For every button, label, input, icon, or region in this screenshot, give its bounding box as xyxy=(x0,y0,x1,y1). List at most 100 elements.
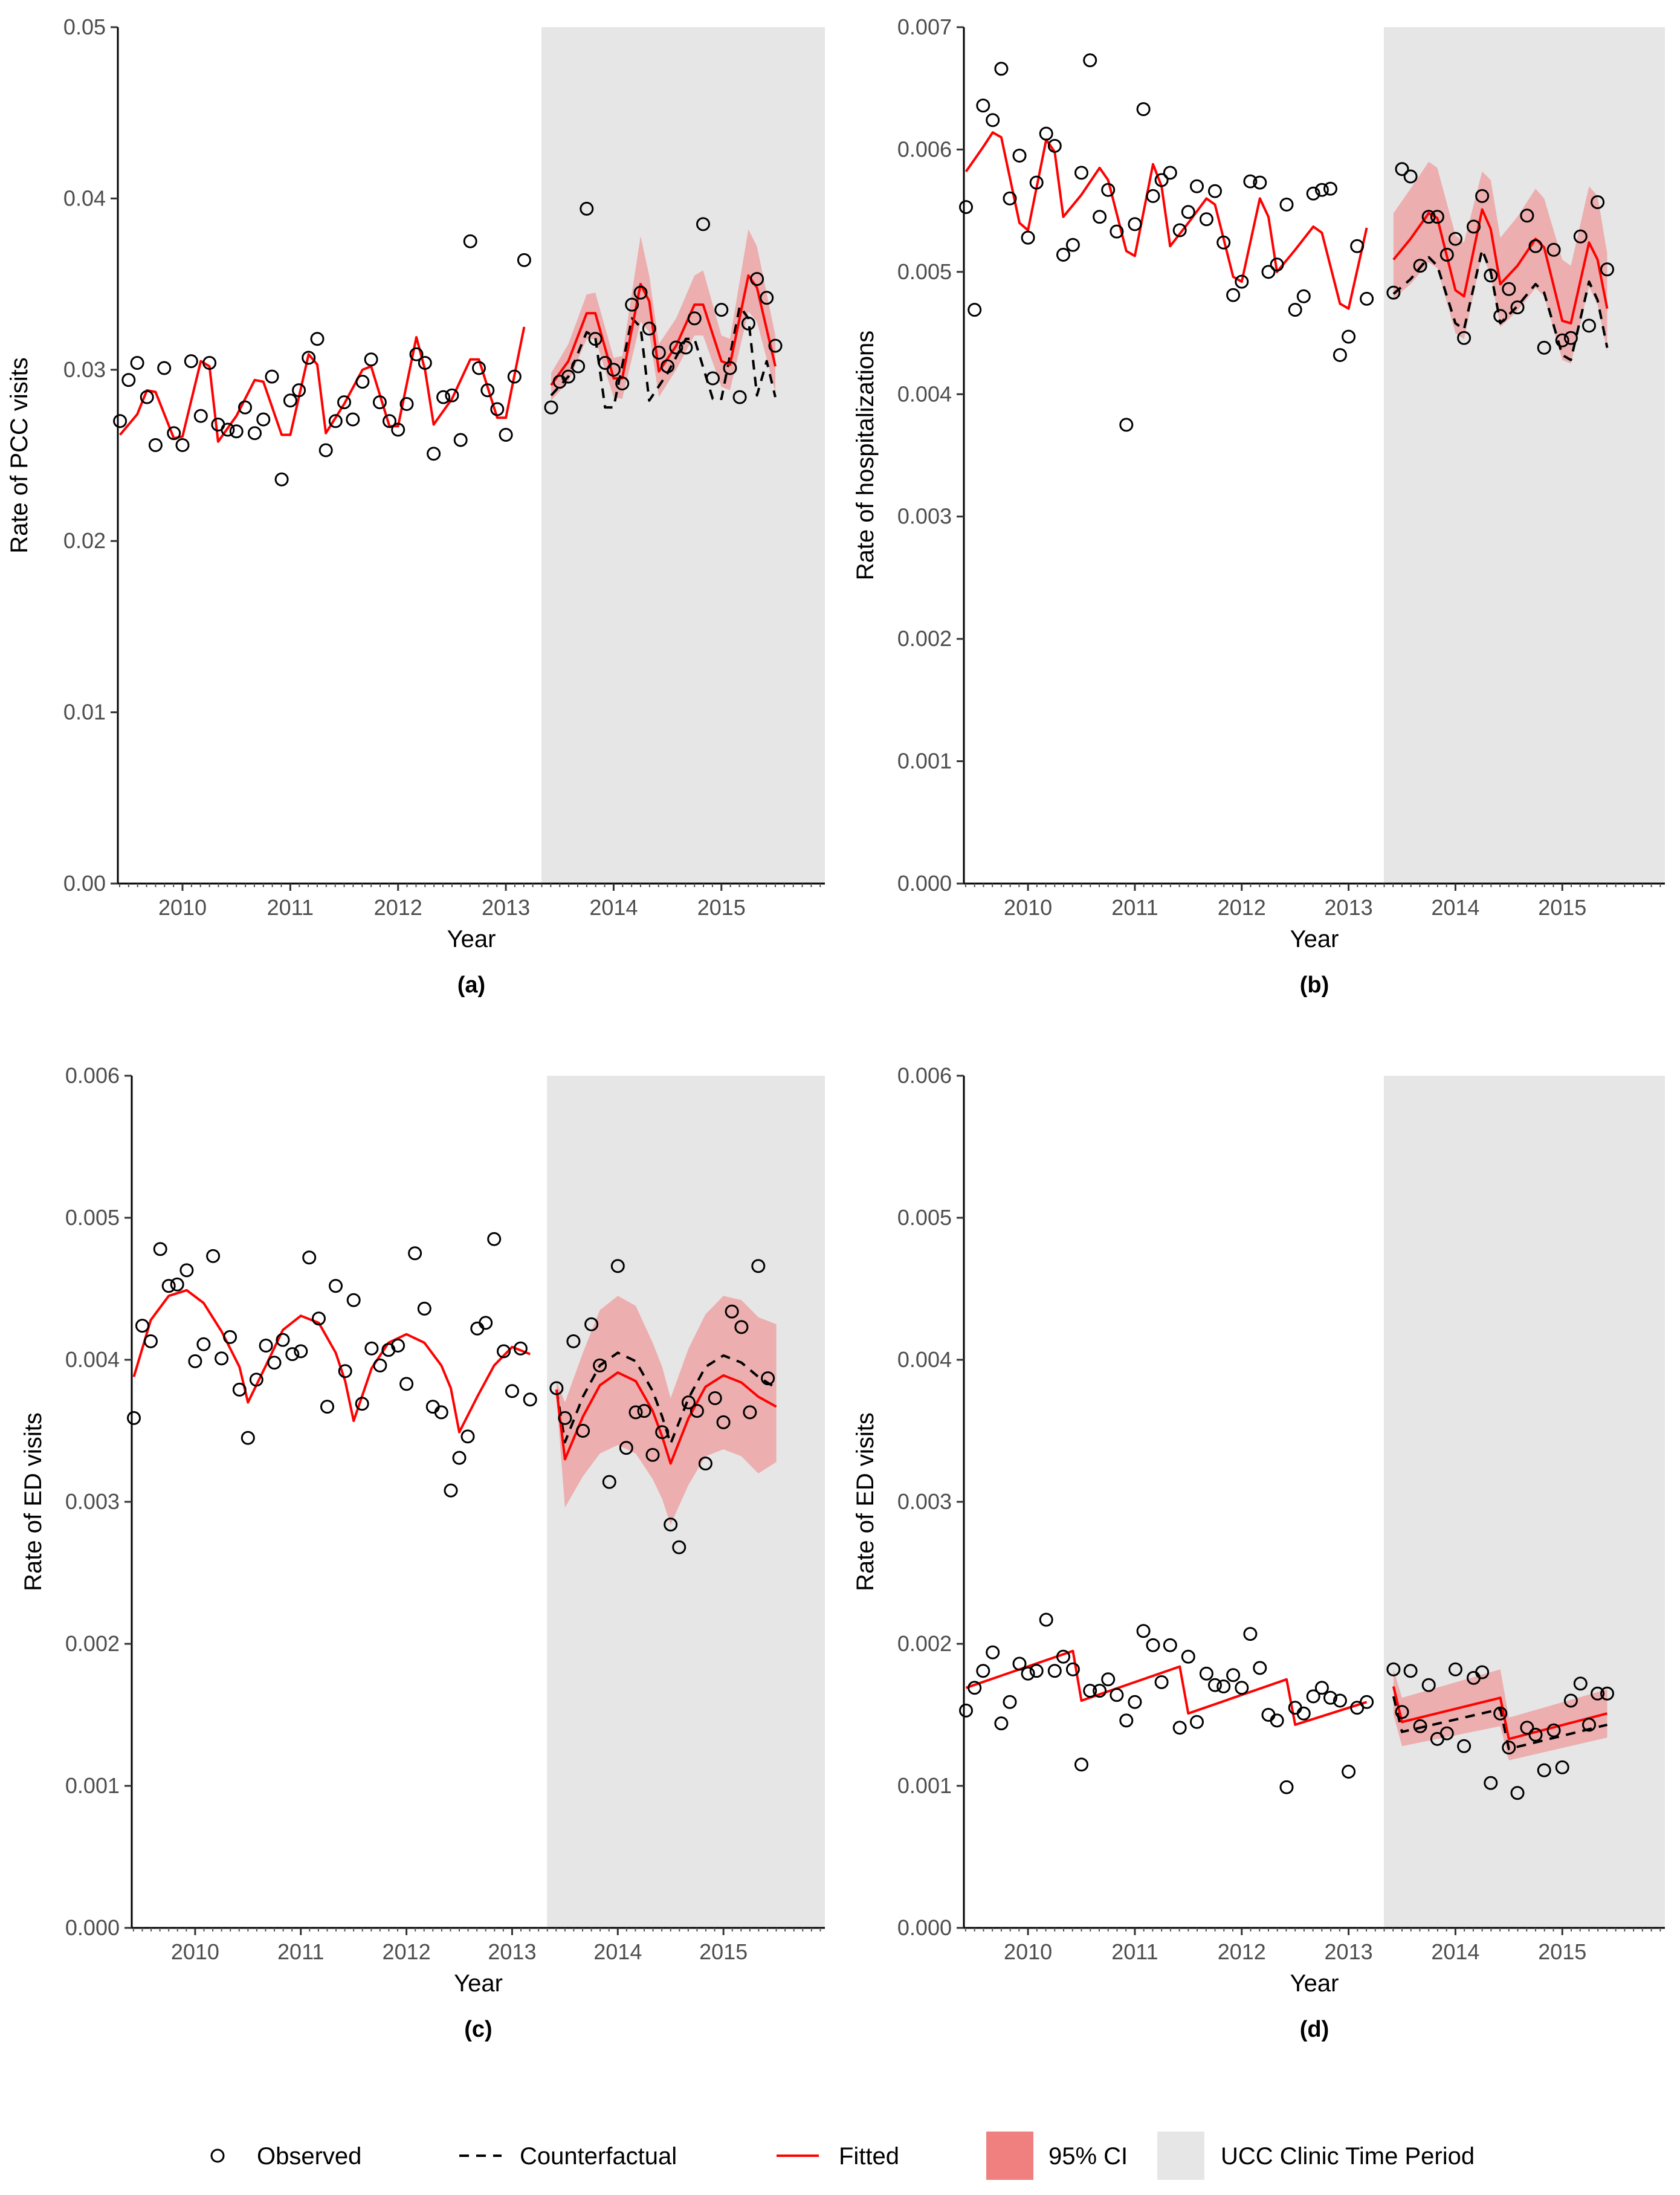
observed-point xyxy=(1484,1776,1498,1790)
observed-point xyxy=(223,1330,237,1344)
observed-point xyxy=(750,272,764,286)
observed-point xyxy=(418,356,432,370)
observed-point xyxy=(135,1319,149,1333)
observed-point xyxy=(994,62,1009,76)
observed-point xyxy=(1253,175,1267,190)
y-tick-label: 0.002 xyxy=(897,1631,952,1656)
panel-label: (b) xyxy=(1300,972,1329,998)
observed-point xyxy=(1360,1695,1374,1709)
observed-point xyxy=(1386,285,1401,300)
observed-point xyxy=(453,433,468,447)
observed-point xyxy=(1395,162,1409,176)
panel-d: 0.000 0.001 0.002 0.003 0.004 0.005 0.006 2010 2… xyxy=(852,1063,1665,2042)
observed-point xyxy=(1314,183,1329,197)
fitted-line-pre xyxy=(965,1649,1368,1726)
observed-point xyxy=(566,1334,581,1348)
counterfactual-line xyxy=(1392,248,1609,361)
observed-point xyxy=(346,1293,361,1307)
observed-point xyxy=(1163,166,1177,180)
observed-point xyxy=(364,352,378,367)
panel-a: 0.00 0.01 0.02 0.03 0.04 0.05 2010 2011 2012 2013… xyxy=(6,15,825,998)
observed-point xyxy=(391,1339,405,1353)
observed-point xyxy=(337,395,351,410)
observed-point xyxy=(1208,184,1222,198)
observed-point xyxy=(1413,1719,1427,1733)
observed-point xyxy=(642,322,656,336)
observed-point xyxy=(1403,1664,1418,1678)
x-tick-label: 2015 xyxy=(1538,895,1586,920)
observed-point xyxy=(383,414,396,428)
observed-point xyxy=(1039,1612,1053,1627)
observed-point xyxy=(1056,1649,1070,1664)
observed-point xyxy=(655,1425,670,1440)
observed-point xyxy=(1029,175,1044,190)
y-tick-label: 0.006 xyxy=(65,1063,120,1088)
observed-point xyxy=(1216,1679,1231,1693)
observed-point xyxy=(470,1321,485,1336)
observed-point xyxy=(661,359,675,373)
observed-point xyxy=(320,1400,334,1414)
observed-point xyxy=(1093,210,1107,224)
y-tick-label: 0.000 xyxy=(897,871,952,896)
observed-point xyxy=(372,395,387,410)
observed-point xyxy=(584,1317,599,1331)
observed-point xyxy=(561,369,575,384)
y-tick-label: 0.002 xyxy=(65,1631,120,1656)
ci-band xyxy=(1393,161,1607,364)
observed-point xyxy=(161,1279,176,1293)
x-tick-label: 2012 xyxy=(383,1939,431,1964)
observed-point xyxy=(409,347,424,361)
observed-point xyxy=(1323,181,1337,196)
observed-point xyxy=(1546,1723,1561,1738)
observed-point xyxy=(619,1441,633,1455)
observed-point xyxy=(761,1371,775,1386)
legend-ucc-label: UCC Clinic Time Period xyxy=(1221,2143,1475,2170)
observed-point xyxy=(760,291,774,305)
x-tick-label: 2015 xyxy=(1538,1939,1586,1964)
observed-point xyxy=(615,377,630,390)
observed-point xyxy=(633,285,648,300)
observed-point xyxy=(1306,186,1320,201)
observed-point xyxy=(1546,242,1561,257)
observed-point xyxy=(1136,102,1151,117)
observed-point xyxy=(1582,1718,1596,1732)
observed-point xyxy=(1555,333,1569,348)
observed-point xyxy=(1296,1706,1311,1721)
observed-point xyxy=(265,369,279,384)
ci-band xyxy=(556,1296,777,1525)
observed-point xyxy=(445,388,459,402)
observed-point xyxy=(1039,126,1053,141)
observed-point xyxy=(716,1415,731,1429)
observed-point xyxy=(1181,205,1195,219)
y-tick-label: 0.05 xyxy=(63,15,106,39)
observed-point xyxy=(499,428,513,442)
observed-point xyxy=(497,1344,511,1359)
x-tick-label: 2014 xyxy=(1431,1939,1479,1964)
observed-point xyxy=(1360,291,1374,306)
observed-point xyxy=(669,340,683,355)
observed-point xyxy=(1163,1638,1177,1652)
observed-point xyxy=(1083,53,1097,68)
y-axis-title: Rate of PCC visits xyxy=(6,357,33,554)
panel-c: 0.000 0.001 0.002 0.003 0.004 0.005 0.006 2010 2… xyxy=(20,1063,825,2042)
observed-point xyxy=(1172,223,1187,238)
panel-label: (d) xyxy=(1300,2017,1329,2042)
observed-point xyxy=(606,363,621,377)
observed-point xyxy=(1448,231,1462,246)
observed-point xyxy=(1243,174,1258,189)
x-tick-label: 2010 xyxy=(1004,1939,1052,1964)
observed-point xyxy=(487,1232,502,1246)
observed-point xyxy=(706,371,720,386)
observed-point xyxy=(285,1347,300,1362)
x-tick-label: 2015 xyxy=(699,1939,748,1964)
x-tick-label: 2014 xyxy=(593,1939,642,1964)
observed-point xyxy=(576,1424,590,1438)
observed-point xyxy=(267,1356,282,1370)
y-tick-label: 0.04 xyxy=(63,186,106,210)
x-tick-label: 2011 xyxy=(277,1939,324,1964)
observed-point xyxy=(558,1411,572,1425)
y-tick-label: 0.001 xyxy=(65,1773,120,1798)
observed-point xyxy=(1403,169,1418,184)
legend-fitted-label: Fitted xyxy=(839,2143,899,2170)
